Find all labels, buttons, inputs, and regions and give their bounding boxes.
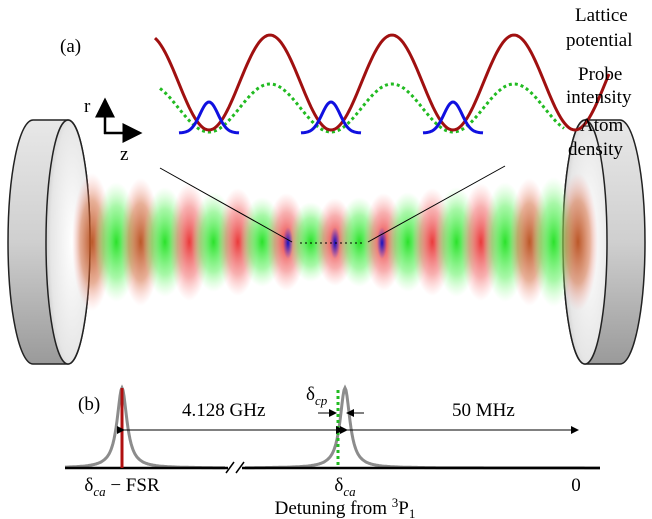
legend-text: potential bbox=[566, 30, 632, 51]
spectrum bbox=[65, 384, 600, 470]
left-mirror bbox=[7, 119, 91, 365]
axis-break bbox=[225, 461, 235, 474]
atom-cloud bbox=[377, 227, 387, 259]
tick-label: δca bbox=[334, 475, 356, 499]
legend-text: intensity bbox=[566, 87, 632, 108]
probe-intensity bbox=[159, 82, 565, 134]
zoom-line bbox=[159, 167, 293, 243]
subscript: 1 bbox=[409, 506, 416, 519]
base: P bbox=[398, 498, 409, 519]
legend-text: density bbox=[568, 139, 623, 160]
symbol: δ bbox=[84, 475, 93, 496]
atom-density bbox=[178, 100, 240, 135]
symbol: δ bbox=[334, 475, 343, 496]
text: Detuning from bbox=[275, 498, 392, 519]
atom-density bbox=[300, 100, 362, 135]
legend-text: Probe bbox=[578, 64, 622, 85]
subscript: ca bbox=[343, 484, 356, 499]
lattice-beam bbox=[72, 173, 598, 311]
axis-label: z bbox=[120, 144, 128, 165]
atom-density bbox=[422, 100, 484, 135]
symbol: δ bbox=[306, 384, 315, 405]
cavity-resonance bbox=[245, 384, 600, 470]
atom-cloud bbox=[283, 227, 293, 259]
subscript: ca bbox=[93, 484, 106, 499]
potential-curves bbox=[153, 33, 611, 135]
legend-text: Atom bbox=[580, 115, 624, 136]
red-lobe bbox=[558, 173, 598, 311]
tick-label: δca − FSR bbox=[84, 475, 160, 499]
axis-break bbox=[235, 461, 245, 474]
offset-label: 50 MHz bbox=[452, 400, 515, 421]
suffix: − FSR bbox=[106, 475, 160, 496]
axis-label: r bbox=[84, 96, 91, 117]
delta-cp-label: δcp bbox=[306, 384, 328, 408]
axis-break bbox=[228, 460, 242, 476]
superscript: 3 bbox=[392, 495, 399, 510]
fsr-label: 4.128 GHz bbox=[182, 400, 265, 421]
panel-label: (a) bbox=[60, 36, 81, 57]
subscript: cp bbox=[315, 393, 328, 408]
legend-text: Lattice bbox=[575, 5, 628, 26]
tick-label: 0 bbox=[571, 475, 581, 496]
zoom-line bbox=[367, 165, 506, 243]
panel-label: (b) bbox=[78, 394, 100, 415]
x-axis-title: Detuning from 3P1 bbox=[275, 495, 416, 519]
lattice-potential bbox=[153, 33, 611, 132]
